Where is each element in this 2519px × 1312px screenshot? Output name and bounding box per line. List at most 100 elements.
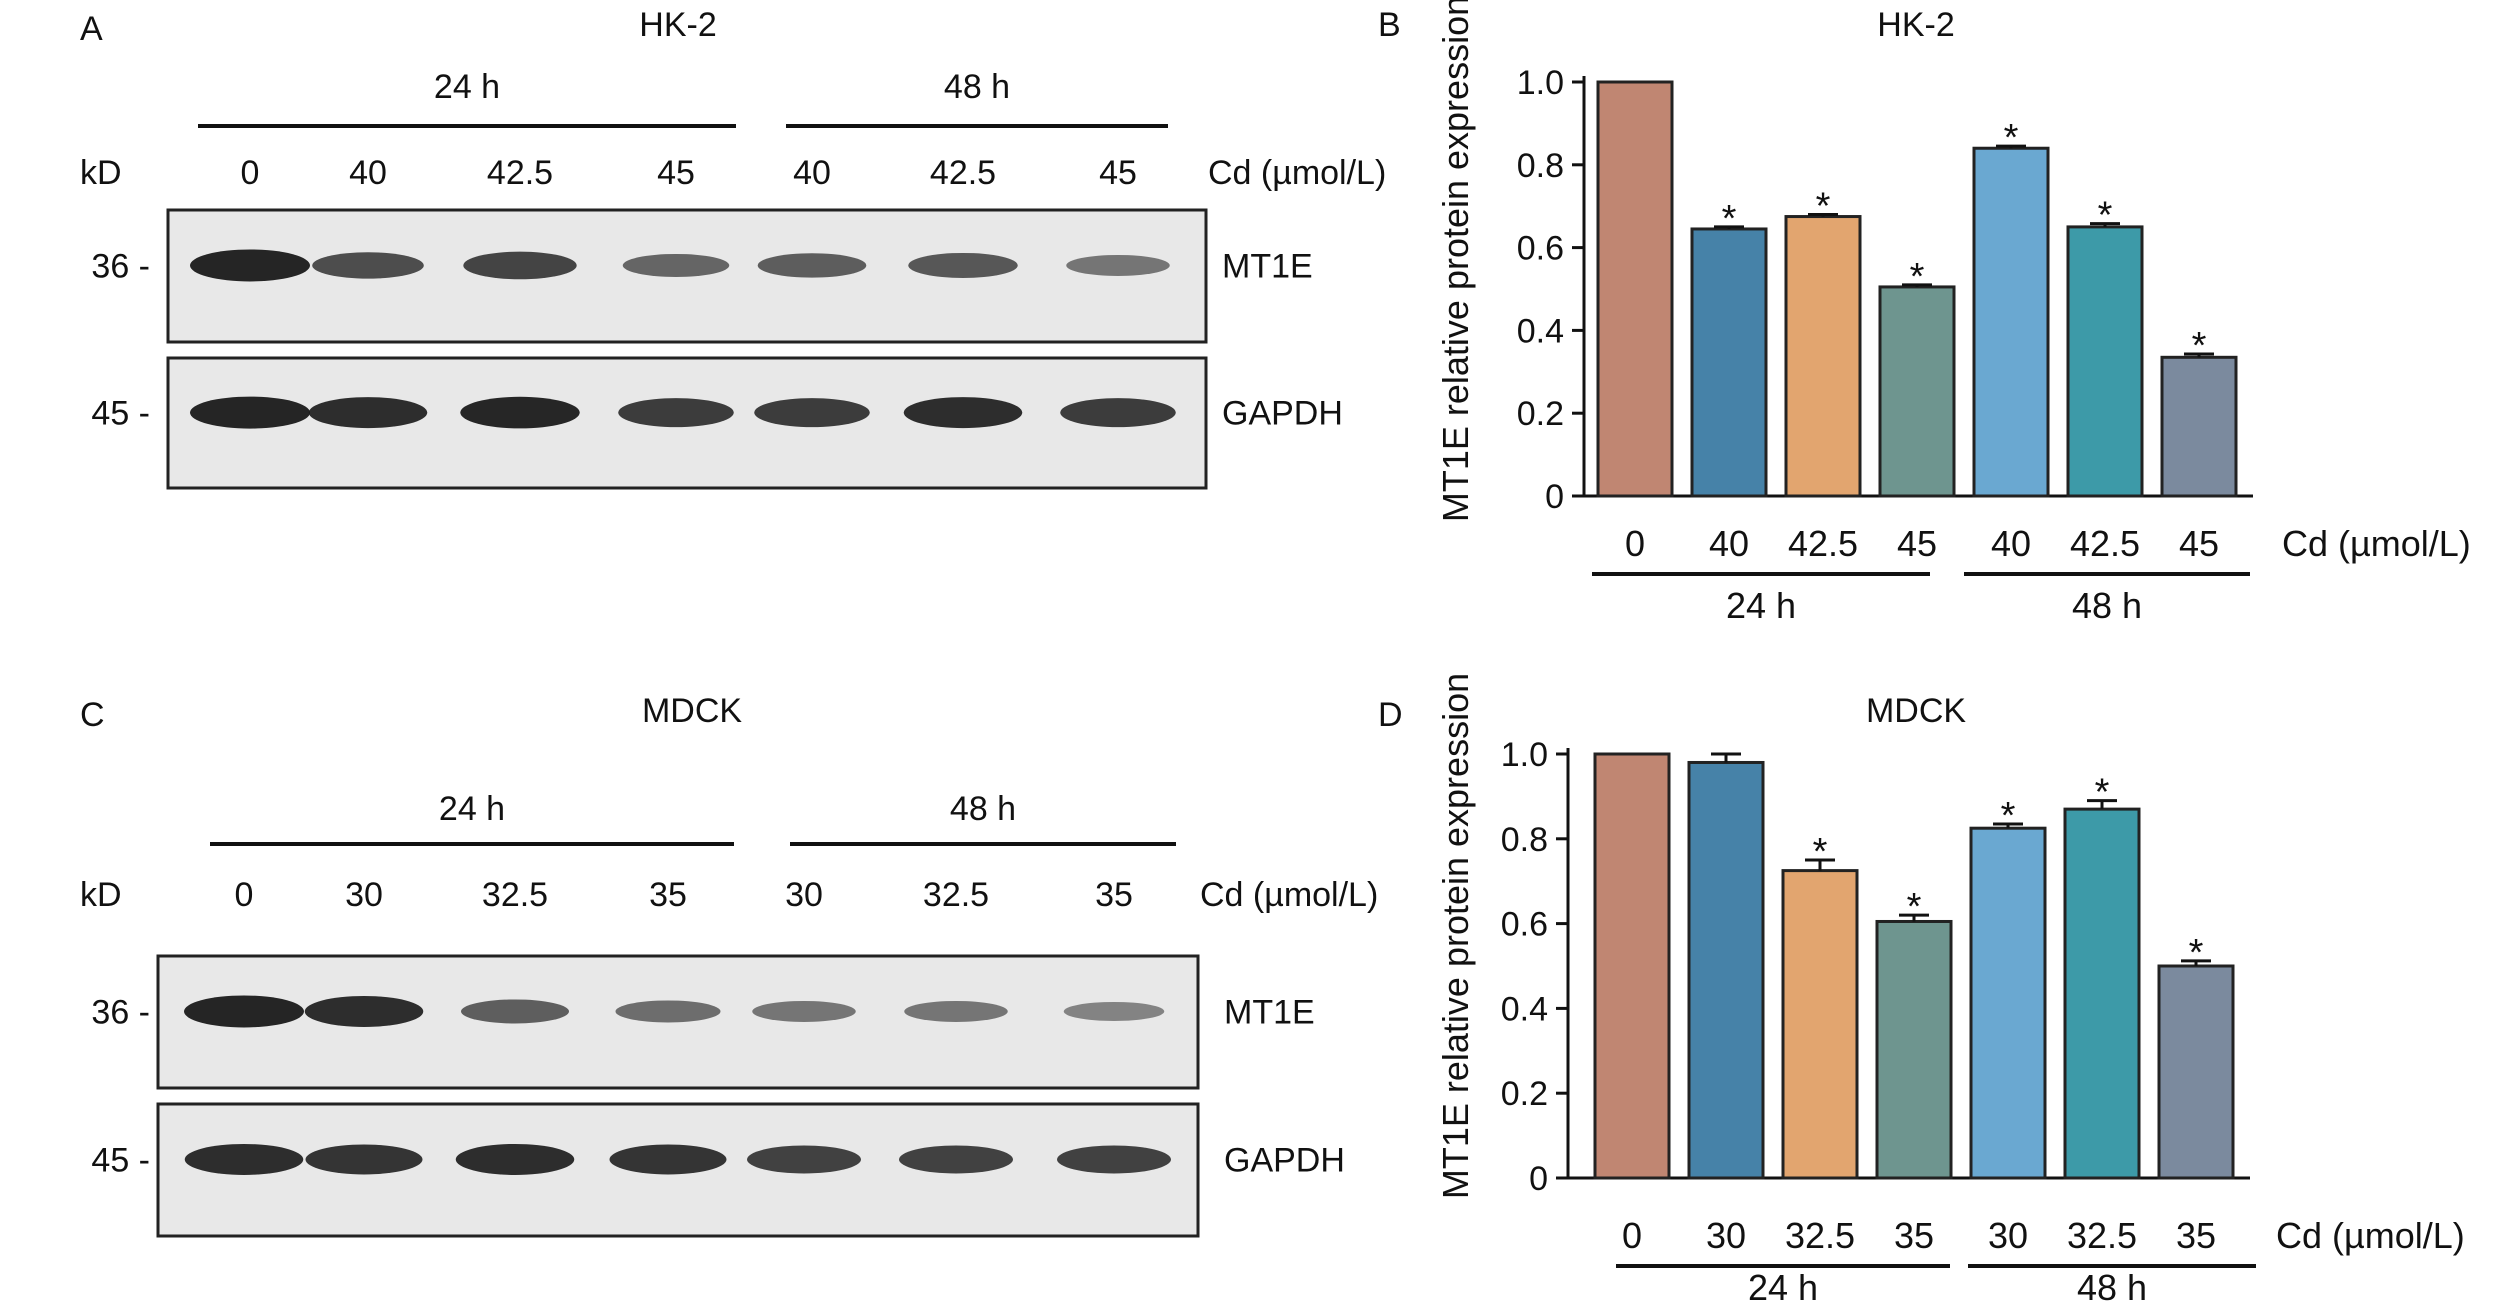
bar-chart-panel-mdck: D MDCK MT1E relative protein expression 0 0.…: [1378, 673, 2465, 1308]
y-axis-label: MT1E relative protein expression: [1435, 0, 1476, 522]
significance-marker: *: [1907, 886, 1922, 928]
protein-band: [308, 397, 428, 429]
western-blot-panel-mdck: C MDCK 24 h 48 h kD 0 30 32.5 35 30 32.5 35 Cd (µmol…: [80, 692, 1378, 1238]
protein-band: [622, 253, 730, 277]
kd-label: kD: [80, 154, 122, 192]
lane-label: 32.5: [923, 876, 989, 914]
time-group-label: 48 h: [2077, 1267, 2147, 1308]
time-group-label: 48 h: [2072, 585, 2142, 626]
x-tick-label: 0: [1622, 1215, 1642, 1256]
protein-band: [615, 1000, 721, 1023]
protein-band: [190, 249, 310, 282]
significance-marker: *: [2001, 795, 2016, 837]
x-tick-label: 32.5: [2067, 1215, 2137, 1256]
panel-title: MDCK: [642, 692, 742, 730]
y-tick-label: 0.8: [1517, 147, 1564, 185]
western-blot-panel-hk2: A HK-2 24 h 48 h kD 0 40 42.5 45 40 42.5 45 Cd (µmol…: [80, 6, 1386, 490]
bar: [1875, 919, 1953, 1180]
x-tick-label: 0: [1625, 523, 1645, 564]
panel-title: HK-2: [639, 6, 716, 44]
y-tick-label: 0: [1529, 1160, 1548, 1198]
chart-title: HK-2: [1877, 6, 1954, 44]
protein-band: [190, 396, 310, 429]
x-tick-label: 45: [1897, 523, 1937, 564]
bar: [2160, 355, 2238, 498]
y-axis-label: MT1E relative protein expression: [1435, 673, 1476, 1199]
protein-band: [463, 251, 577, 280]
cd-unit-label: Cd (µmol/L): [1208, 154, 1386, 192]
protein-band: [757, 253, 867, 278]
protein-band: [754, 398, 870, 428]
x-tick-label: 35: [2176, 1215, 2216, 1256]
bar: [1596, 80, 1674, 498]
time-group-label: 24 h: [1748, 1267, 1818, 1308]
significance-marker: *: [1722, 198, 1737, 240]
protein-band: [1060, 398, 1176, 428]
significance-marker: *: [2098, 195, 2113, 237]
protein-band: [1066, 254, 1170, 276]
protein-band: [304, 995, 424, 1027]
protein-band: [1063, 1001, 1165, 1021]
significance-marker: *: [1813, 831, 1828, 873]
y-tick-label: 0.4: [1501, 990, 1548, 1028]
bar: [1593, 752, 1671, 1180]
significance-marker: *: [2189, 932, 2204, 974]
lane-label: 42.5: [930, 154, 996, 192]
significance-marker: *: [2095, 772, 2110, 814]
lane-label: 32.5: [482, 876, 548, 914]
significance-marker: *: [2192, 325, 2207, 367]
protein-band: [899, 1145, 1013, 1174]
bar: [1784, 215, 1862, 498]
x-axis-label: Cd (µmol/L): [2282, 523, 2471, 564]
chart-title: MDCK: [1866, 692, 1966, 730]
bar-chart-panel-hk2: B HK-2 MT1E relative protein expression 0 0.…: [1378, 0, 2471, 626]
time-group-label: 24 h: [434, 68, 500, 106]
protein-band: [461, 999, 569, 1024]
protein-band: [184, 1143, 304, 1175]
lane-label: 30: [785, 876, 823, 914]
bar: [1690, 227, 1768, 498]
x-axis-label: Cd (µmol/L): [2276, 1215, 2465, 1256]
time-group-label: 24 h: [439, 790, 505, 828]
lane-label: 0: [241, 154, 260, 192]
protein-band: [903, 397, 1023, 429]
time-group-label: 24 h: [1726, 585, 1796, 626]
x-tick-label: 45: [2179, 523, 2219, 564]
protein-band: [1057, 1145, 1171, 1174]
blot-label: MT1E: [1224, 993, 1315, 1031]
y-tick-label: 0.6: [1517, 230, 1564, 268]
kd-label: kD: [80, 876, 122, 914]
protein-band: [752, 1000, 856, 1022]
lane-label: 30: [345, 876, 383, 914]
protein-band: [460, 396, 580, 429]
lane-label: 40: [793, 154, 831, 192]
protein-band: [908, 252, 1018, 278]
y-tick-label: 0.2: [1517, 395, 1564, 433]
y-tick-label: 0.2: [1501, 1075, 1548, 1113]
blot-label: GAPDH: [1224, 1141, 1345, 1179]
bar: [1687, 760, 1765, 1180]
lane-label: 45: [1099, 154, 1137, 192]
bar: [2063, 807, 2141, 1180]
x-tick-label: 42.5: [1788, 523, 1858, 564]
x-tick-label: 32.5: [1785, 1215, 1855, 1256]
lane-label: 35: [649, 876, 687, 914]
bar: [1972, 146, 2050, 498]
y-tick-label: 0.8: [1501, 821, 1548, 859]
x-tick-label: 42.5: [2070, 523, 2140, 564]
x-tick-label: 40: [1709, 523, 1749, 564]
y-tick-label: 0.6: [1501, 906, 1548, 944]
panel-letter: B: [1378, 6, 1401, 44]
bar: [2157, 964, 2235, 1180]
time-group-label: 48 h: [950, 790, 1016, 828]
kd-marker: 45 -: [91, 395, 150, 433]
protein-band: [312, 252, 424, 279]
protein-band: [184, 995, 304, 1028]
kd-marker: 45 -: [91, 1141, 150, 1179]
significance-marker: *: [1910, 256, 1925, 298]
cd-unit-label: Cd (µmol/L): [1200, 876, 1378, 914]
panel-letter: C: [80, 696, 105, 734]
x-tick-label: 35: [1894, 1215, 1934, 1256]
lane-label: 0: [235, 876, 254, 914]
